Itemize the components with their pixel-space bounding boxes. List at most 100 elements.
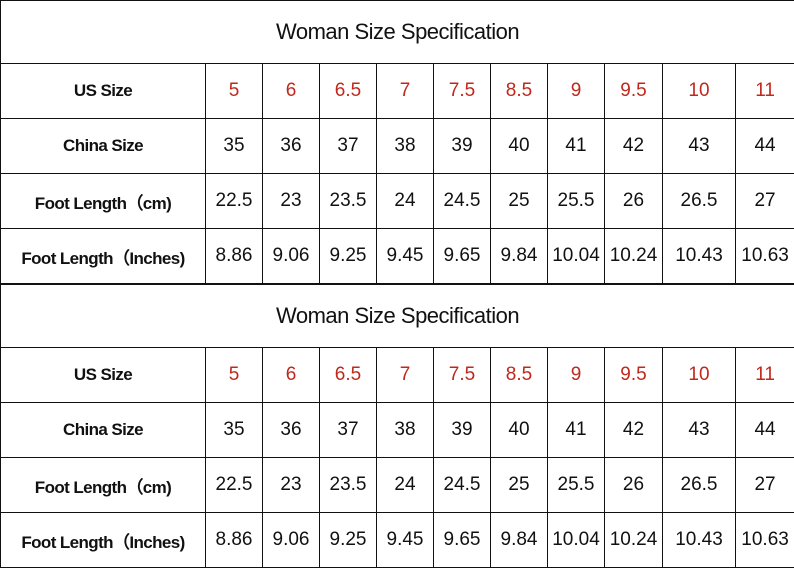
- size-cell: 23.5: [319, 173, 377, 229]
- data-row: China Size 35 36 37 38 39 40 41 42 43 44: [0, 402, 794, 458]
- size-cell: 11: [734, 347, 794, 403]
- size-cell: 36: [262, 118, 320, 174]
- size-cell: 40: [490, 402, 548, 458]
- size-cell: 9.45: [376, 228, 434, 284]
- size-cell: 10.43: [662, 512, 736, 568]
- size-cell: 8.86: [205, 228, 263, 284]
- size-cell: 41: [547, 402, 605, 458]
- size-cell: 27: [734, 173, 794, 229]
- size-cell: 25.5: [547, 457, 605, 513]
- size-cell: 11: [734, 63, 794, 119]
- size-cell: 39: [433, 118, 491, 174]
- size-cell: 44: [734, 118, 794, 174]
- size-cell: 9.45: [376, 512, 434, 568]
- size-cell: 10.63: [734, 228, 794, 284]
- size-cell: 9: [547, 63, 605, 119]
- size-cell: 6: [262, 347, 320, 403]
- size-cell: 22.5: [205, 173, 263, 229]
- size-cell: 26.5: [662, 173, 736, 229]
- data-row: China Size 35 36 37 38 39 40 41 42 43 44: [0, 118, 794, 174]
- size-cell: 6.5: [319, 347, 377, 403]
- size-cell: 39: [433, 402, 491, 458]
- size-cell: 24.5: [433, 173, 491, 229]
- row-label: Foot Length（Inches): [0, 228, 206, 284]
- size-cell: 35: [205, 118, 263, 174]
- size-cell: 10: [662, 63, 736, 119]
- size-cell: 26: [604, 173, 663, 229]
- size-cell: 8.5: [490, 347, 548, 403]
- size-cell: 10.04: [547, 512, 605, 568]
- size-cell: 44: [734, 402, 794, 458]
- size-cell: 10: [662, 347, 736, 403]
- size-cell: 9.84: [490, 228, 548, 284]
- table-title: Woman Size Specification: [0, 0, 794, 64]
- size-cell: 6: [262, 63, 320, 119]
- size-cell: 7.5: [433, 347, 491, 403]
- row-label: Foot Length（cm): [0, 457, 206, 513]
- size-cell: 5: [205, 63, 263, 119]
- size-cell: 24.5: [433, 457, 491, 513]
- row-label: China Size: [0, 118, 206, 174]
- size-cell: 10.24: [604, 228, 663, 284]
- size-cell: 25.5: [547, 173, 605, 229]
- size-cell: 35: [205, 402, 263, 458]
- size-cell: 41: [547, 118, 605, 174]
- size-cell: 9.06: [262, 228, 320, 284]
- title-row: Woman Size Specification: [0, 284, 794, 348]
- size-table: Woman Size Specification US Size 5 6 6.5 7 7.5…: [0, 0, 794, 284]
- size-cell: 9.06: [262, 512, 320, 568]
- row-label: China Size: [0, 402, 206, 458]
- size-cell: 10.24: [604, 512, 663, 568]
- data-row: US Size 5 6 6.5 7 7.5 8.5 9 9.5 10 11: [0, 63, 794, 119]
- row-label: US Size: [0, 63, 206, 119]
- size-cell: 9.5: [604, 63, 663, 119]
- size-cell: 9.65: [433, 512, 491, 568]
- size-cell: 23: [262, 173, 320, 229]
- row-label: US Size: [0, 347, 206, 403]
- size-cell: 9: [547, 347, 605, 403]
- size-cell: 23: [262, 457, 320, 513]
- size-cell: 37: [319, 402, 377, 458]
- size-cell: 43: [662, 402, 736, 458]
- size-cell: 9.65: [433, 228, 491, 284]
- size-cell: 25: [490, 173, 548, 229]
- size-cell: 7.5: [433, 63, 491, 119]
- size-cell: 9.25: [319, 512, 377, 568]
- size-cell: 24: [376, 457, 434, 513]
- size-cell: 26.5: [662, 457, 736, 513]
- size-cell: 25: [490, 457, 548, 513]
- size-cell: 6.5: [319, 63, 377, 119]
- size-cell: 5: [205, 347, 263, 403]
- size-cell: 9.25: [319, 228, 377, 284]
- size-cell: 9.5: [604, 347, 663, 403]
- size-cell: 42: [604, 118, 663, 174]
- size-cell: 40: [490, 118, 548, 174]
- row-label: Foot Length（cm): [0, 173, 206, 229]
- size-cell: 9.84: [490, 512, 548, 568]
- size-cell: 10.63: [734, 512, 794, 568]
- size-cell: 37: [319, 118, 377, 174]
- size-cell: 38: [376, 402, 434, 458]
- size-cell: 24: [376, 173, 434, 229]
- size-cell: 10.43: [662, 228, 736, 284]
- data-row: US Size 5 6 6.5 7 7.5 8.5 9 9.5 10 11: [0, 347, 794, 403]
- table-title: Woman Size Specification: [0, 284, 794, 348]
- data-row: Foot Length（cm) 22.5 23 23.5 24 24.5 25 25.5 26 2…: [0, 173, 794, 229]
- size-table: Woman Size Specification US Size 5 6 6.5 7 7.5…: [0, 284, 794, 568]
- size-cell: 26: [604, 457, 663, 513]
- size-cell: 43: [662, 118, 736, 174]
- data-row: Foot Length（Inches) 8.86 9.06 9.25 9.45 9.65 9…: [0, 228, 794, 284]
- size-cell: 7: [376, 347, 434, 403]
- title-row: Woman Size Specification: [0, 0, 794, 64]
- row-label: Foot Length（Inches): [0, 512, 206, 568]
- size-cell: 27: [734, 457, 794, 513]
- data-row: Foot Length（Inches) 8.86 9.06 9.25 9.45 9.65 9…: [0, 512, 794, 568]
- size-cell: 36: [262, 402, 320, 458]
- size-cell: 8.86: [205, 512, 263, 568]
- size-cell: 23.5: [319, 457, 377, 513]
- data-row: Foot Length（cm) 22.5 23 23.5 24 24.5 25 25.5 26 2…: [0, 457, 794, 513]
- size-cell: 8.5: [490, 63, 548, 119]
- size-cell: 7: [376, 63, 434, 119]
- size-cell: 38: [376, 118, 434, 174]
